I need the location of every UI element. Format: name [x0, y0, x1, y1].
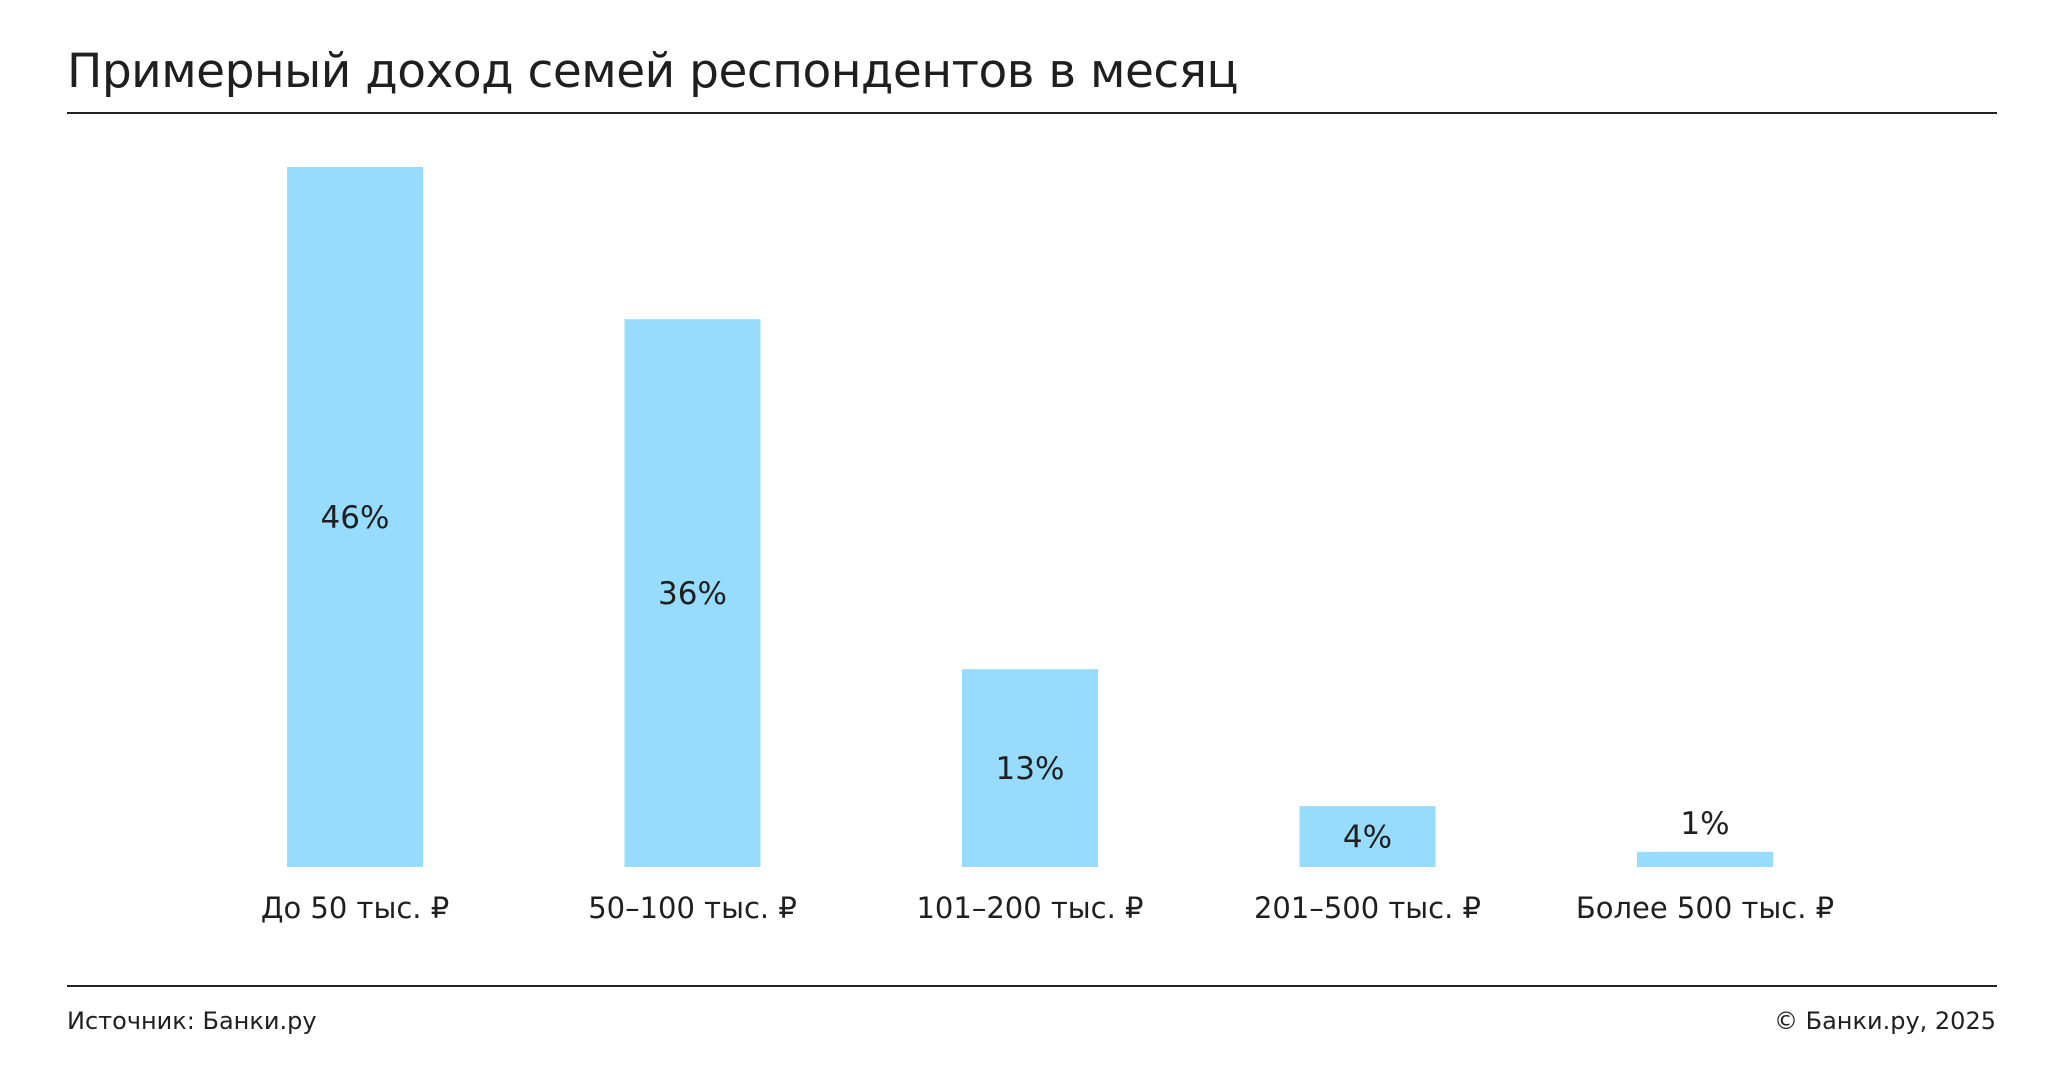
category-label-5: Более 500 тыс. ₽ — [1576, 891, 1834, 925]
category-label-1: До 50 тыс. ₽ — [261, 891, 449, 925]
value-label-5: 1% — [1680, 806, 1729, 842]
bar-5 — [1637, 851, 1773, 867]
value-label-2: 36% — [658, 576, 727, 612]
value-label-3: 13% — [996, 751, 1065, 787]
copyright-note: © Банки.ру, 2025 — [1774, 1007, 1996, 1035]
footer-divider — [67, 985, 1997, 987]
source-note: Источник: Банки.ру — [67, 1007, 317, 1035]
category-label-3: 101–200 тыс. ₽ — [916, 891, 1143, 925]
bar-3 — [962, 669, 1098, 867]
bar-4 — [1299, 806, 1436, 867]
category-label-2: 50–100 тыс. ₽ — [588, 891, 797, 925]
bar-1 — [287, 167, 423, 867]
bar-2 — [624, 319, 761, 867]
chart-title: Примерный доход семей респондентов в мес… — [67, 44, 1238, 99]
category-label-4: 201–500 тыс. ₽ — [1254, 891, 1481, 925]
value-label-4: 4% — [1343, 820, 1392, 856]
value-label-1: 46% — [321, 500, 390, 536]
title-divider — [67, 112, 1997, 114]
